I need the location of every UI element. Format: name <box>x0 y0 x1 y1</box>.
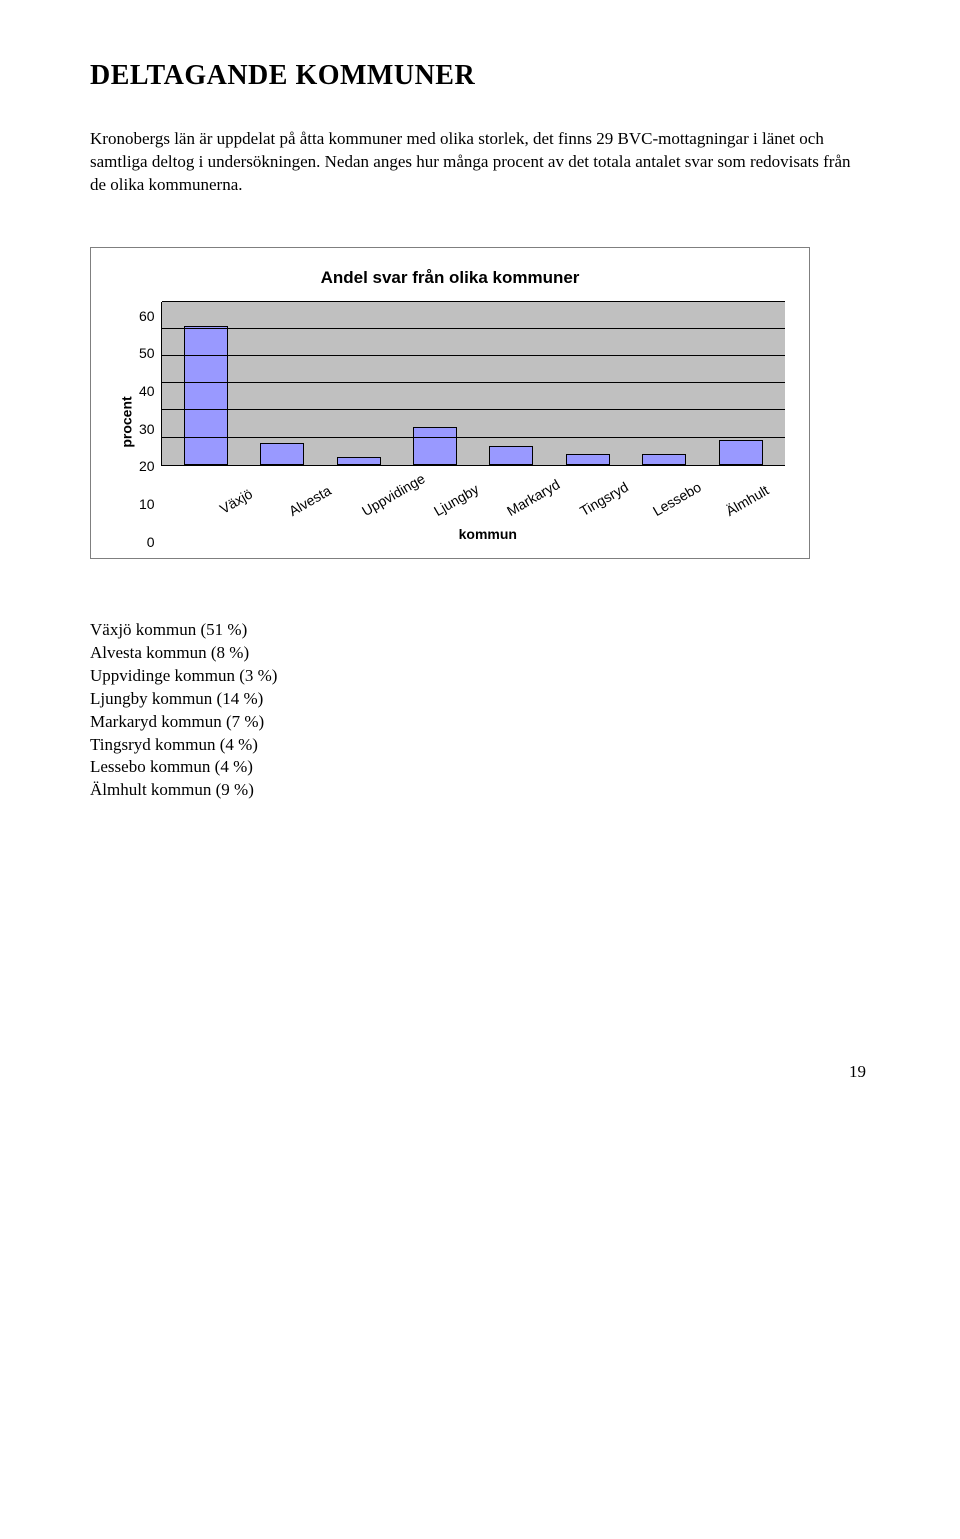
bar-tingsryd <box>566 454 610 465</box>
x-tick: Markaryd <box>504 483 550 519</box>
result-line: Markaryd kommun (7 %) <box>90 711 870 734</box>
x-axis-label: kommun <box>191 526 785 542</box>
x-tick: Lessebo <box>650 483 696 519</box>
chart-container: Andel svar från olika kommuner procent 6… <box>90 247 810 559</box>
gridline <box>162 382 785 383</box>
y-tick: 50 <box>139 346 155 360</box>
bar-alvesta <box>260 443 304 465</box>
gridline <box>162 328 785 329</box>
y-tick: 0 <box>139 535 155 549</box>
gridline <box>162 409 785 410</box>
y-tick: 20 <box>139 459 155 473</box>
gridline <box>162 355 785 356</box>
bar-markaryd <box>489 446 533 465</box>
y-axis-label-wrap: procent <box>115 302 139 542</box>
bar-älmhult <box>719 440 763 464</box>
bars-group <box>162 302 785 465</box>
x-tick: Alvesta <box>286 483 332 519</box>
x-tick: Älmhult <box>723 483 769 519</box>
result-line: Uppvidinge kommun (3 %) <box>90 665 870 688</box>
x-axis-ticks: VäxjöAlvestaUppvidingeLjungbyMarkarydTin… <box>191 466 785 490</box>
gridline <box>162 301 785 302</box>
y-axis-ticks: 6050403020100 <box>139 302 161 542</box>
page-number: 19 <box>90 1062 870 1082</box>
y-axis-label: procent <box>119 396 135 447</box>
page-heading: DELTAGANDE KOMMUNER <box>90 60 870 92</box>
y-tick: 10 <box>139 497 155 511</box>
result-line: Älmhult kommun (9 %) <box>90 779 870 802</box>
x-tick: Växjö <box>213 483 259 519</box>
result-line: Lessebo kommun (4 %) <box>90 756 870 779</box>
bar-lessebo <box>642 454 686 465</box>
y-tick: 60 <box>139 309 155 323</box>
bar-uppvidinge <box>337 457 381 465</box>
result-line: Alvesta kommun (8 %) <box>90 642 870 665</box>
chart-title: Andel svar från olika kommuner <box>115 268 785 288</box>
results-list: Växjö kommun (51 %)Alvesta kommun (8 %)U… <box>90 619 870 803</box>
x-tick: Tingsryd <box>577 483 623 519</box>
y-tick: 40 <box>139 384 155 398</box>
x-tick: Ljungby <box>431 483 477 519</box>
chart-plot-wrap: procent 6050403020100 VäxjöAlvestaUppvid… <box>115 302 785 542</box>
plot-area <box>161 302 785 466</box>
y-tick: 30 <box>139 422 155 436</box>
x-tick: Uppvidinge <box>359 483 405 519</box>
bar-växjö <box>184 326 228 465</box>
bar-ljungby <box>413 427 457 465</box>
intro-paragraph: Kronobergs län är uppdelat på åtta kommu… <box>90 128 870 197</box>
gridline <box>162 437 785 438</box>
result-line: Tingsryd kommun (4 %) <box>90 734 870 757</box>
result-line: Växjö kommun (51 %) <box>90 619 870 642</box>
result-line: Ljungby kommun (14 %) <box>90 688 870 711</box>
